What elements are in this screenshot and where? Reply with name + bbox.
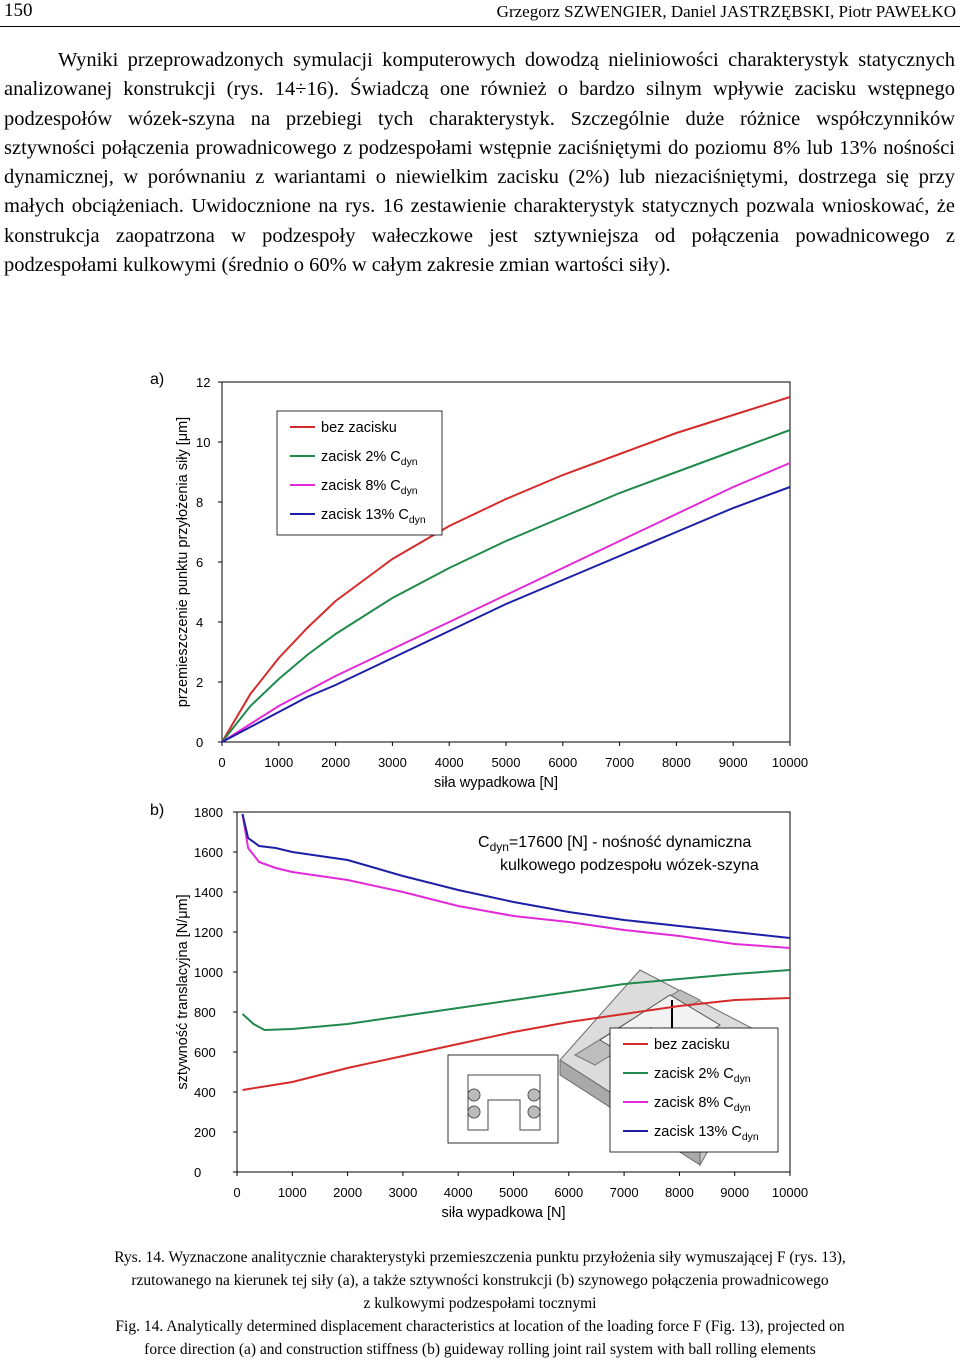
caption-pl-line-2: rzutowanego na kierunek tej siły (a), a … — [131, 1272, 829, 1289]
y-tick-label: 600 — [194, 1045, 216, 1060]
x-tick-label: 9000 — [720, 1185, 749, 1200]
legend-label-2: zacisk 2% Cdyn — [654, 1066, 751, 1085]
legend-label-3: zacisk 8% Cdyn — [654, 1095, 751, 1114]
ball-2 — [467, 1105, 481, 1119]
y-axis-label: przemieszczenie punktu przyłożenia siły … — [175, 417, 191, 707]
y-tick-label: 8 — [196, 495, 203, 510]
y-tick-label: 4 — [196, 615, 203, 630]
chart-annotation-line-2: kulkowego podzespołu wózek-szyna — [500, 857, 759, 874]
x-tick-label: 3000 — [388, 1185, 417, 1200]
x-tick-label: 8000 — [662, 755, 691, 770]
ball-1 — [467, 1088, 481, 1102]
ball-3 — [527, 1088, 541, 1102]
ball-4 — [527, 1105, 541, 1119]
x-tick-label: 0 — [218, 755, 225, 770]
x-tick-label: 10000 — [772, 755, 808, 770]
x-tick-label: 7000 — [610, 1185, 639, 1200]
y-tick-label: 1400 — [194, 885, 223, 900]
x-tick-label: 3000 — [378, 755, 407, 770]
y-tick-label: 12 — [196, 375, 210, 390]
x-tick-label: 4000 — [435, 755, 464, 770]
legend-label-3: zacisk 8% Cdyn — [321, 478, 418, 497]
x-tick-label: 8000 — [665, 1185, 694, 1200]
y-tick-label: 1800 — [194, 805, 223, 820]
x-tick-label: 1000 — [264, 755, 293, 770]
y-tick-label: 800 — [194, 1005, 216, 1020]
running-header-authors: Grzegorz SZWENGIER, Daniel JASTRZĘBSKI, … — [496, 2, 956, 21]
inset-cross-section-illustration — [447, 1054, 559, 1144]
chart-panel-b: 0 200 400 600 800 1000 1200 1400 1600 1800 0 1000 20… — [150, 802, 808, 1221]
series-line-3 — [241, 813, 791, 949]
chart-annotation-line-1: Cdyn=17600 [N] - nośność dynamiczna — [478, 834, 751, 854]
y-tick-label: 0 — [196, 735, 203, 750]
x-tick-label: 4000 — [444, 1185, 473, 1200]
series-line-2 — [221, 429, 791, 743]
x-tick-label: 2000 — [333, 1185, 362, 1200]
x-tick-label: 6000 — [554, 1185, 583, 1200]
y-tick-label: 1000 — [194, 965, 223, 980]
body-paragraph: Wyniki przeprowadzonych symulacji komput… — [4, 49, 955, 277]
x-tick-label: 0 — [233, 1185, 240, 1200]
y-tick-label: 1600 — [194, 845, 223, 860]
x-axis-label: siła wypadkowa [N] — [434, 775, 558, 791]
legend-label-2: zacisk 2% Cdyn — [321, 449, 418, 468]
caption-en-line-1: Fig. 14. Analytically determined displac… — [115, 1318, 845, 1335]
x-tick-label: 5000 — [492, 755, 521, 770]
series-line-1 — [221, 396, 791, 743]
panel-label: b) — [150, 802, 164, 819]
series-line-4 — [241, 813, 791, 939]
series-line-3 — [221, 462, 791, 743]
x-axis-label: siła wypadkowa [N] — [441, 1205, 565, 1221]
x-tick-label: 10000 — [772, 1185, 808, 1200]
legend-label-4: zacisk 13% Cdyn — [654, 1124, 759, 1143]
caption-pl-line-3: z kulkowymi podzespołami tocznymi — [363, 1295, 597, 1312]
y-tick-label: 10 — [196, 435, 210, 450]
series-line-2 — [241, 969, 791, 1032]
y-tick-label: 1200 — [194, 925, 223, 940]
x-tick-label: 7000 — [605, 755, 634, 770]
page-number: 150 — [4, 0, 33, 21]
caption-pl-line-1: Rys. 14. Wyznaczone analitycznie charakt… — [114, 1249, 846, 1266]
y-tick-label: 0 — [194, 1165, 201, 1180]
y-tick-label: 6 — [196, 555, 203, 570]
series-line-4 — [221, 486, 791, 743]
x-tick-label: 5000 — [499, 1185, 528, 1200]
x-tick-label: 9000 — [719, 755, 748, 770]
y-tick-label: 2 — [196, 675, 203, 690]
legend-label-4: zacisk 13% Cdyn — [321, 507, 426, 526]
legend-label-1: bez zacisku — [654, 1037, 730, 1053]
header-rule — [0, 26, 960, 27]
y-tick-label: 400 — [194, 1085, 216, 1100]
legend-label-1: bez zacisku — [321, 420, 397, 436]
y-axis-label: sztywność translacyjna [N/μm] — [175, 894, 191, 1089]
panel-label: a) — [150, 371, 164, 388]
y-tick-label: 200 — [194, 1125, 216, 1140]
series-line-1 — [242, 997, 791, 1091]
caption-en-line-2: force direction (a) and construction sti… — [144, 1341, 816, 1358]
x-tick-label: 6000 — [548, 755, 577, 770]
x-tick-label: 1000 — [278, 1185, 307, 1200]
x-tick-label: 2000 — [321, 755, 350, 770]
